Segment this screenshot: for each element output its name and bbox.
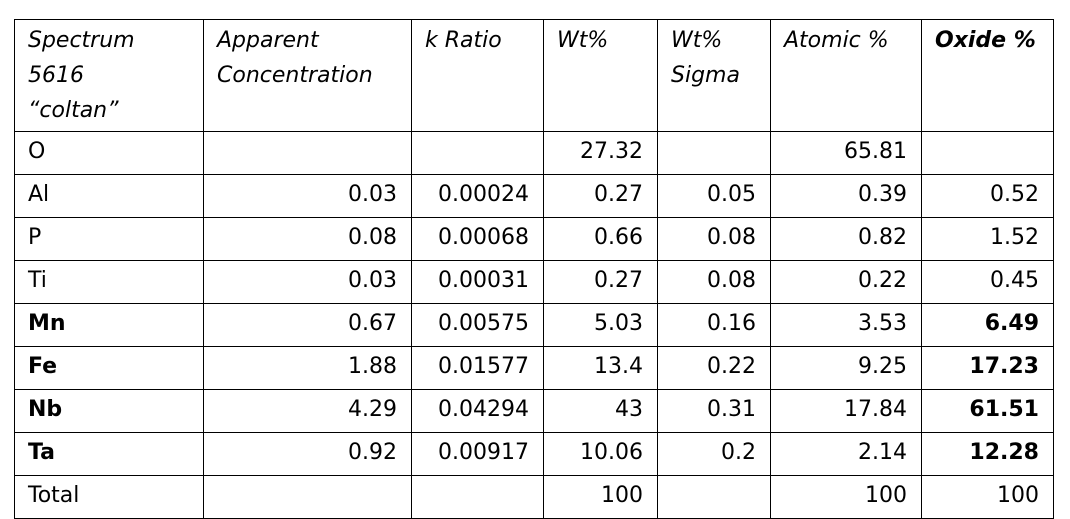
wt-sigma-cell: 0.22 [657,346,771,390]
header-wt: Wt% [543,19,658,132]
header-atomic: Atomic % [770,19,922,132]
composition-table: Spectrum 5616 “coltan” Apparent Concentr… [14,19,1054,519]
wt-cell: 0.27 [543,260,658,304]
element-cell: Total [14,475,204,519]
wt-sigma-cell: 0.05 [657,174,771,218]
header-wt-sigma-line: Sigma [671,63,740,88]
atomic-cell: 3.53 [770,303,922,347]
k-ratio-cell [411,131,544,175]
oxide-cell: 17.23 [921,346,1054,390]
header-k-ratio-line: k Ratio [425,28,502,53]
oxide-cell: 0.45 [921,260,1054,304]
table-body: Spectrum 5616 “coltan” Apparent Concentr… [14,19,1054,519]
wt-cell: 100 [543,475,658,519]
atomic-cell: 0.22 [770,260,922,304]
header-k-ratio: k Ratio [411,19,544,132]
oxide-cell [921,131,1054,175]
table-row: Total 100 100 100 [14,475,1054,519]
table-row: O 27.32 65.81 [14,131,1054,175]
apparent-cell: 0.92 [203,432,412,476]
wt-cell: 5.03 [543,303,658,347]
table-row: Ta 0.92 0.00917 10.06 0.2 2.14 12.28 [14,432,1054,476]
element-cell: Al [14,174,204,218]
apparent-cell: 0.67 [203,303,412,347]
wt-cell: 27.32 [543,131,658,175]
apparent-cell [203,131,412,175]
header-spectrum: Spectrum 5616 “coltan” [14,19,204,132]
oxide-cell: 61.51 [921,389,1054,433]
k-ratio-cell: 0.00917 [411,432,544,476]
atomic-cell: 0.82 [770,217,922,261]
header-apparent-line: Concentration [217,63,373,88]
apparent-cell: 0.03 [203,174,412,218]
header-spectrum-line: 5616 [28,63,84,88]
element-cell: P [14,217,204,261]
wt-sigma-cell: 0.2 [657,432,771,476]
wt-sigma-cell: 0.31 [657,389,771,433]
element-cell: Ta [14,432,204,476]
header-wt-line: Wt% [557,28,609,53]
k-ratio-cell: 0.01577 [411,346,544,390]
k-ratio-cell: 0.00575 [411,303,544,347]
apparent-cell: 0.03 [203,260,412,304]
header-apparent-line: Apparent [217,28,319,53]
header-oxide: Oxide % [921,19,1054,132]
header-spectrum-line: Spectrum [28,28,135,53]
k-ratio-cell: 0.04294 [411,389,544,433]
table-row: Nb 4.29 0.04294 43 0.31 17.84 61.51 [14,389,1054,433]
element-cell: O [14,131,204,175]
apparent-cell: 4.29 [203,389,412,433]
oxide-cell: 100 [921,475,1054,519]
atomic-cell: 9.25 [770,346,922,390]
header-atomic-line: Atomic % [784,28,889,53]
wt-cell: 43 [543,389,658,433]
wt-cell: 0.27 [543,174,658,218]
element-cell: Mn [14,303,204,347]
header-spectrum-line: “coltan” [28,98,119,123]
atomic-cell: 100 [770,475,922,519]
wt-cell: 0.66 [543,217,658,261]
oxide-cell: 1.52 [921,217,1054,261]
atomic-cell: 2.14 [770,432,922,476]
element-cell: Fe [14,346,204,390]
table-row: P 0.08 0.00068 0.66 0.08 0.82 1.52 [14,217,1054,261]
wt-sigma-cell: 0.08 [657,217,771,261]
table-row: Fe 1.88 0.01577 13.4 0.22 9.25 17.23 [14,346,1054,390]
oxide-cell: 0.52 [921,174,1054,218]
k-ratio-cell: 0.00024 [411,174,544,218]
wt-sigma-cell [657,475,771,519]
atomic-cell: 0.39 [770,174,922,218]
element-cell: Nb [14,389,204,433]
element-cell: Ti [14,260,204,304]
k-ratio-cell: 0.00031 [411,260,544,304]
k-ratio-cell [411,475,544,519]
apparent-cell: 1.88 [203,346,412,390]
wt-cell: 10.06 [543,432,658,476]
table-row: Ti 0.03 0.00031 0.27 0.08 0.22 0.45 [14,260,1054,304]
k-ratio-cell: 0.00068 [411,217,544,261]
wt-sigma-cell: 0.16 [657,303,771,347]
table-row: Al 0.03 0.00024 0.27 0.05 0.39 0.52 [14,174,1054,218]
apparent-cell: 0.08 [203,217,412,261]
header-wt-sigma: Wt% Sigma [657,19,771,132]
wt-sigma-cell: 0.08 [657,260,771,304]
apparent-cell [203,475,412,519]
header-oxide-line: Oxide % [935,28,1036,53]
header-wt-sigma-line: Wt% [671,28,723,53]
oxide-cell: 6.49 [921,303,1054,347]
atomic-cell: 65.81 [770,131,922,175]
header-apparent-concentration: Apparent Concentration [203,19,412,132]
oxide-cell: 12.28 [921,432,1054,476]
table-row: Mn 0.67 0.00575 5.03 0.16 3.53 6.49 [14,303,1054,347]
atomic-cell: 17.84 [770,389,922,433]
wt-sigma-cell [657,131,771,175]
header-row: Spectrum 5616 “coltan” Apparent Concentr… [14,19,1054,132]
wt-cell: 13.4 [543,346,658,390]
